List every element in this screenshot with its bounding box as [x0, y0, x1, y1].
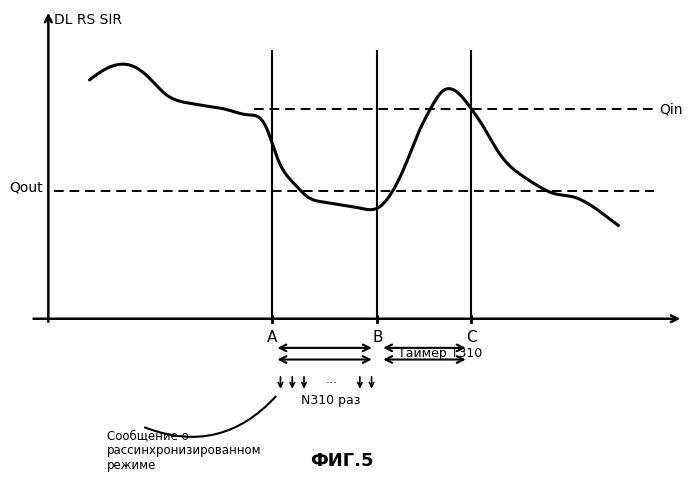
Text: ...: ... — [326, 374, 338, 386]
Text: DL RS SIR: DL RS SIR — [55, 13, 122, 27]
Text: Qout: Qout — [9, 181, 43, 195]
Text: C: C — [466, 330, 477, 345]
Text: N310 раз: N310 раз — [301, 394, 360, 408]
Text: Сообщение о
рассинхронизированном
режиме: Сообщение о рассинхронизированном режиме — [107, 430, 261, 472]
Text: B: B — [372, 330, 383, 345]
Text: Qin: Qin — [660, 102, 683, 116]
Text: Таймер T310: Таймер T310 — [398, 347, 482, 360]
Text: ФИГ.5: ФИГ.5 — [310, 452, 374, 470]
Text: A: A — [266, 330, 277, 345]
